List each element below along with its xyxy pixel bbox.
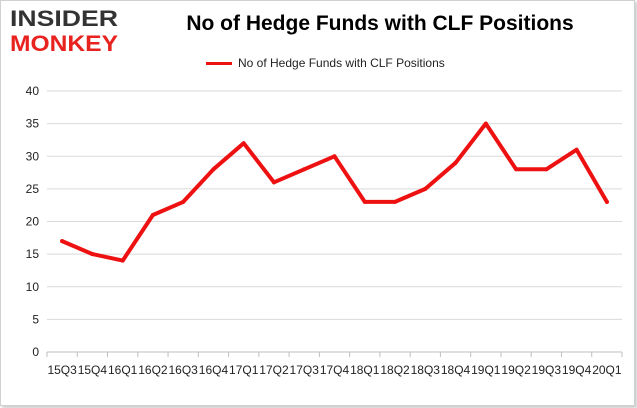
data-point [393, 199, 398, 204]
data-point [90, 252, 95, 257]
y-tick-label: 0 [32, 345, 39, 359]
data-point [241, 141, 246, 146]
y-tick-label: 40 [26, 84, 40, 98]
legend-label: No of Hedge Funds with CLF Positions [238, 56, 445, 70]
x-tick-label: 16Q4 [199, 363, 229, 377]
logo-line1: INSIDER [10, 6, 118, 31]
x-tick-label: 18Q2 [380, 363, 410, 377]
x-tick-label: 19Q4 [562, 363, 592, 377]
legend-swatch [206, 62, 232, 65]
data-point [574, 147, 579, 152]
x-tick-label: 15Q3 [47, 363, 77, 377]
insider-monkey-logo: INSIDER MONKEY [10, 6, 118, 56]
data-point [453, 160, 458, 165]
data-point [423, 186, 428, 191]
chart-title: No of Hedge Funds with CLF Positions [186, 12, 574, 35]
data-point [332, 154, 337, 159]
x-tick-label: 17Q2 [259, 363, 289, 377]
y-tick-label: 20 [26, 215, 40, 229]
data-point [60, 239, 65, 244]
data-point [150, 212, 155, 217]
data-point [604, 199, 609, 204]
x-tick-label: 20Q1 [592, 363, 622, 377]
data-point [483, 121, 488, 126]
x-tick-label: 16Q2 [138, 363, 168, 377]
data-point [514, 167, 519, 172]
x-tick-label: 17Q4 [320, 363, 350, 377]
y-tick-label: 30 [26, 149, 40, 163]
data-point [362, 199, 367, 204]
series-line [60, 121, 609, 263]
y-tick-label: 15 [26, 247, 40, 261]
x-tick-label: 17Q1 [229, 363, 259, 377]
x-tick-label: 16Q3 [169, 363, 199, 377]
x-tick-label: 19Q1 [471, 363, 501, 377]
data-point [120, 258, 125, 263]
y-tick-label: 35 [26, 117, 40, 131]
y-tick-label: 25 [26, 182, 40, 196]
data-point [211, 167, 216, 172]
x-tick-label: 19Q2 [501, 363, 531, 377]
x-tick-label: 15Q4 [78, 363, 108, 377]
x-tick-label: 18Q1 [350, 363, 380, 377]
x-tick-label: 17Q3 [290, 363, 320, 377]
x-tick-label: 18Q4 [441, 363, 471, 377]
y-tick-label: 10 [26, 280, 40, 294]
x-tick-label: 19Q3 [532, 363, 562, 377]
legend: No of Hedge Funds with CLF Positions [160, 54, 540, 74]
data-point [544, 167, 549, 172]
x-tick-label: 16Q1 [108, 363, 138, 377]
logo-line2: MONKEY [10, 31, 118, 56]
x-tick-label: 18Q3 [411, 363, 441, 377]
data-point [181, 199, 186, 204]
y-tick-label: 5 [32, 312, 39, 326]
data-point [302, 167, 307, 172]
data-point [271, 180, 276, 185]
